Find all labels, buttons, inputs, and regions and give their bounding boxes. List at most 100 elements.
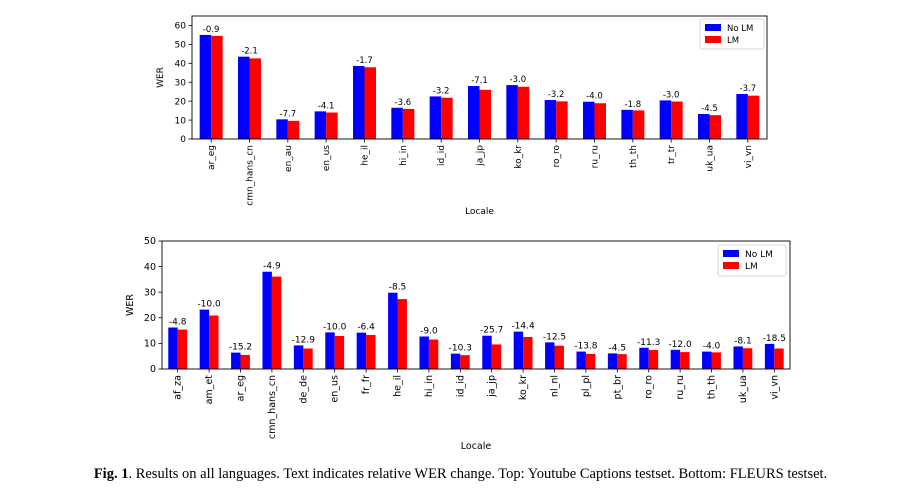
bar-no-lm-uk_ua	[698, 114, 710, 139]
x-tick-label-vi_vn: vi_vn	[769, 375, 780, 400]
figure-caption-text: . Results on all languages. Text indicat…	[128, 466, 828, 482]
x-tick-label-ar_eg: ar_eg	[236, 375, 247, 401]
data-label-ro_ro: -11.3	[637, 338, 660, 348]
y-tick-label: 30	[144, 287, 156, 298]
y-axis-label: WER	[125, 294, 136, 316]
data-label-ja_jp: -7.1	[471, 76, 488, 86]
y-tick-label: 20	[175, 97, 187, 107]
x-tick-label-uk_ua: uk_ua	[706, 145, 716, 172]
bar-lm-tr_tr	[671, 101, 683, 139]
x-tick-label-am_et: am_et	[204, 375, 215, 405]
x-tick-label-hi_in: hi_in	[399, 145, 409, 166]
bar-lm-vi_vn	[747, 95, 760, 139]
x-tick-label-th_th: th_th	[707, 375, 718, 399]
data-label-ko_kr: -3.0	[510, 75, 527, 85]
legend-swatch-no-lm	[705, 24, 721, 31]
data-label-ja_jp: -25.7	[480, 326, 503, 336]
data-label-th_th: -1.8	[625, 100, 642, 110]
bar-no-lm-nl_nl	[545, 342, 555, 369]
x-tick-label-id_id: id_id	[455, 375, 466, 397]
data-label-th_th: -4.0	[703, 342, 721, 352]
data-label-vi_vn: -3.7	[740, 84, 757, 94]
x-tick-label-ja_jp: ja_jp	[487, 375, 498, 398]
bar-no-lm-ar_eg	[231, 352, 241, 369]
data-label-id_id: -3.2	[433, 86, 450, 96]
bar-lm-vi_vn	[774, 348, 784, 369]
x-tick-label-cmn_hans_cn: cmn_hans_cn	[267, 375, 278, 439]
x-tick-label-en_us: en_us	[330, 375, 341, 403]
x-tick-label-en_au: en_au	[284, 145, 294, 172]
legend: No LM LM	[717, 244, 787, 277]
bar-no-lm-af_za	[168, 327, 178, 369]
data-label-af_za: -4.8	[169, 318, 187, 328]
x-tick-label-fr_fr: fr_fr	[361, 375, 372, 394]
bar-lm-hi_in	[428, 339, 439, 369]
y-tick-label: 50	[175, 41, 187, 51]
bar-no-lm-id_id	[429, 96, 442, 139]
bar-lm-ru_ru	[680, 352, 690, 369]
legend-swatch-lm	[705, 36, 721, 43]
bar-lm-ko_kr	[517, 86, 530, 139]
bar-no-lm-vi_vn	[736, 93, 748, 139]
bar-lm-ko_kr	[523, 337, 533, 369]
bar-lm-ja_jp	[479, 89, 491, 139]
bar-no-lm-en_us	[314, 111, 327, 139]
y-tick-label: 20	[144, 313, 156, 324]
data-label-cmn_hans_cn: -4.9	[263, 262, 281, 272]
x-tick-label-cmn_hans_cn: cmn_hans_cn	[246, 145, 256, 206]
y-tick-label: 40	[175, 60, 187, 70]
data-label-ko_kr: -14.4	[511, 322, 535, 332]
bar-lm-am_et	[209, 315, 219, 369]
bar-no-lm-he_il	[388, 292, 398, 369]
y-tick-label: 0	[180, 135, 186, 145]
bar-lm-en_us	[326, 112, 338, 139]
bar-lm-ro_ro	[556, 101, 568, 139]
bar-no-lm-id_id	[450, 353, 461, 369]
x-tick-label-he_il: he_il	[361, 145, 371, 166]
x-tick-label-pl_pl: pl_pl	[581, 375, 592, 397]
bar-no-lm-am_et	[199, 309, 210, 369]
bar-no-lm-en_au	[276, 119, 288, 139]
legend-label-no-lm: No LM	[745, 250, 773, 260]
x-axis-label: Locale	[461, 441, 492, 452]
x-tick-label-nl_nl: nl_nl	[550, 375, 561, 397]
chart-2: -4.8 -10.0 -15.2 -4.9 -12.9 -10.0 -6.4 -8.5 -9.0…	[125, 236, 791, 452]
x-tick-label-ro_ro: ro_ro	[644, 375, 655, 399]
y-tick-label: 10	[175, 116, 187, 126]
x-tick-label-ko_kr: ko_kr	[514, 145, 524, 169]
bar-lm-af_za	[177, 329, 188, 369]
legend: No LM LM	[699, 18, 765, 50]
data-label-uk_ua: -4.5	[701, 104, 718, 114]
data-label-ro_ro: -3.2	[548, 90, 565, 100]
bar-no-lm-cmn_hans_cn	[262, 271, 272, 369]
x-tick-label-ja_jp: ja_jp	[476, 145, 486, 167]
bar-lm-hi_in	[402, 108, 415, 139]
figure-caption: Fig. 1. Results on all languages. Text i…	[0, 466, 921, 483]
bar-lm-cmn_hans_cn	[271, 276, 282, 369]
x-tick-label-th_th: th_th	[629, 145, 639, 168]
x-tick-label-tr_tr: tr_tr	[667, 145, 677, 164]
x-tick-label-ru_ru: ru_ru	[591, 145, 601, 168]
y-tick-label: 10	[144, 339, 156, 350]
bar-no-lm-en_us	[325, 332, 335, 369]
bar-no-lm-ko_kr	[506, 85, 518, 139]
x-axis-label: Locale	[465, 207, 494, 217]
bar-no-lm-ru_ru	[583, 101, 595, 139]
bar-no-lm-he_il	[353, 65, 365, 139]
x-tick-label-af_za: af_za	[173, 375, 184, 400]
data-label-de_de: -12.9	[292, 335, 316, 345]
bar-lm-th_th	[632, 110, 645, 139]
data-label-he_il: -1.7	[356, 56, 373, 66]
bar-lm-cmn_hans_cn	[249, 58, 261, 139]
bar-lm-ro_ro	[648, 350, 659, 369]
bar-lm-de_de	[303, 348, 313, 369]
bar-lm-id_id	[441, 97, 453, 139]
x-tick-label-ru_ru: ru_ru	[675, 375, 686, 400]
x-tick-label-ar_eg: ar_eg	[207, 145, 217, 170]
bar-lm-th_th	[711, 352, 721, 369]
data-label-vi_vn: -18.5	[763, 334, 786, 344]
bar-no-lm-hi_in	[419, 336, 429, 369]
x-tick-label-pt_br: pt_br	[612, 375, 623, 400]
x-tick-label-he_il: he_il	[393, 375, 404, 397]
data-label-am_et: -10.0	[197, 300, 221, 310]
